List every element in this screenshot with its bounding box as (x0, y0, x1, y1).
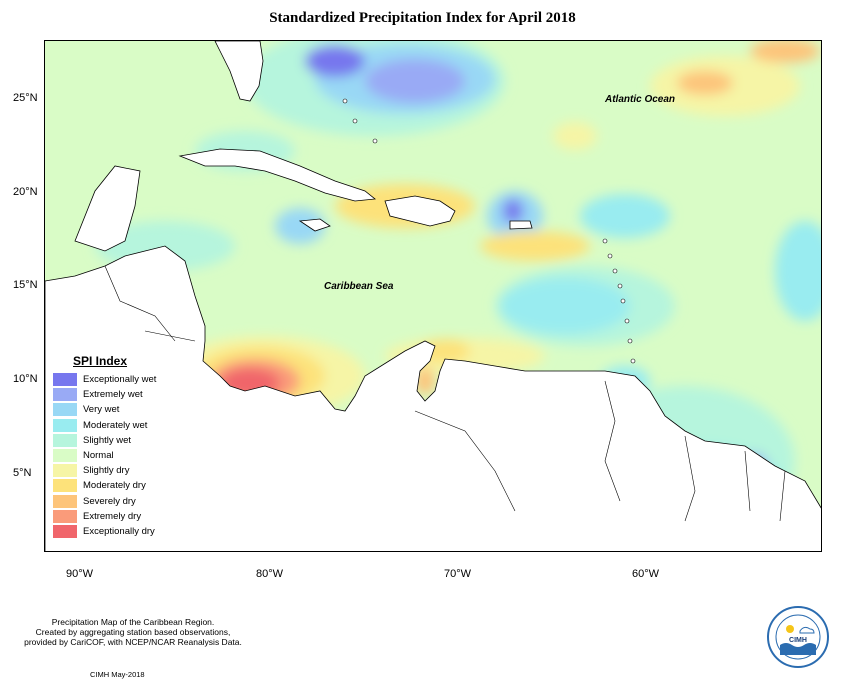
legend-swatch (53, 403, 77, 417)
country-borders (104, 265, 786, 522)
lat-tick-25n: 25°N (13, 92, 38, 104)
legend-item: Very wet (53, 402, 198, 417)
logo-text: CIMH (789, 637, 807, 644)
legend-swatch (53, 449, 77, 463)
land-masses (45, 41, 821, 551)
legend-swatch (53, 479, 77, 493)
legend-label: Moderately dry (83, 480, 146, 492)
legend-label: Severely dry (83, 495, 136, 507)
legend-item: Slightly wet (53, 433, 198, 448)
legend-label: Exceptionally dry (83, 525, 155, 537)
legend-label: Moderately wet (83, 419, 148, 431)
legend-label: Slightly dry (83, 465, 130, 477)
footer-line-1: Precipitation Map of the Caribbean Regio… (51, 617, 215, 627)
legend-swatch (53, 509, 77, 523)
legend-swatch (53, 433, 77, 447)
legend-swatch (53, 388, 77, 402)
legend-item: Slightly dry (53, 463, 198, 478)
legend-item: Moderately dry (53, 478, 198, 493)
legend-item: Severely dry (53, 494, 198, 509)
legend-item: Extremely dry (53, 509, 198, 524)
legend-swatch (53, 494, 77, 508)
legend-label: Normal (83, 450, 114, 462)
lon-tick-70w: 70°W (444, 568, 472, 580)
lat-tick-5n: 5°N (13, 467, 32, 479)
legend-swatch (53, 373, 77, 387)
legend-rows: Exceptionally wet Extremely wet Very wet Mo… (53, 372, 198, 539)
legend-item: Moderately wet (53, 418, 198, 433)
legend-label: Extremely wet (83, 389, 143, 401)
legend-label: Exceptionally wet (83, 374, 157, 386)
caribbean-sea-label: Caribbean Sea (324, 281, 394, 292)
legend-title: SPI Index (73, 354, 128, 368)
map-title: Standardized Precipitation Index for Apr… (269, 10, 576, 26)
cuba-land (178, 148, 377, 202)
cimh-logo-icon: CIMH (767, 606, 829, 668)
footer-line-2: Created by aggregating station based obs… (35, 627, 231, 637)
lat-tick-15n: 15°N (13, 279, 38, 291)
credit-text: CIMH May-2018 (90, 670, 145, 679)
puerto-rico-land (509, 220, 533, 230)
yucatan-land (74, 165, 141, 252)
lat-tick-20n: 20°N (13, 186, 38, 198)
spi-legend: SPI Index Exceptionally wet Extremely wet… (53, 354, 198, 540)
lon-tick-80w: 80°W (256, 568, 284, 580)
legend-swatch (53, 464, 77, 478)
florida-land (214, 41, 264, 102)
legend-label: Slightly wet (83, 434, 132, 446)
jamaica-land (298, 218, 331, 232)
map-description: Precipitation Map of the Caribbean Regio… (13, 617, 253, 647)
legend-label: Extremely dry (83, 510, 142, 522)
footer-line-3: provided by CariCOF, with NCEP/NCAR Rean… (24, 637, 242, 647)
atlantic-ocean-label: Atlantic Ocean (605, 94, 676, 105)
legend-swatch (53, 418, 77, 432)
lon-tick-60w: 60°W (632, 568, 660, 580)
lat-tick-10n: 10°N (13, 373, 38, 385)
legend-swatch (53, 524, 77, 538)
legend-item: Extremely wet (53, 387, 198, 402)
legend-label: Very wet (83, 404, 120, 416)
cimh-logo: CIMH (766, 605, 830, 669)
lon-tick-90w: 90°W (66, 568, 94, 580)
lesser-antilles (342, 98, 636, 364)
legend-item: Exceptionally wet (53, 372, 198, 387)
central-america-land (45, 245, 821, 551)
legend-item: Normal (53, 448, 198, 463)
hispaniola-land (384, 195, 456, 227)
legend-item: Exceptionally dry (53, 524, 198, 539)
